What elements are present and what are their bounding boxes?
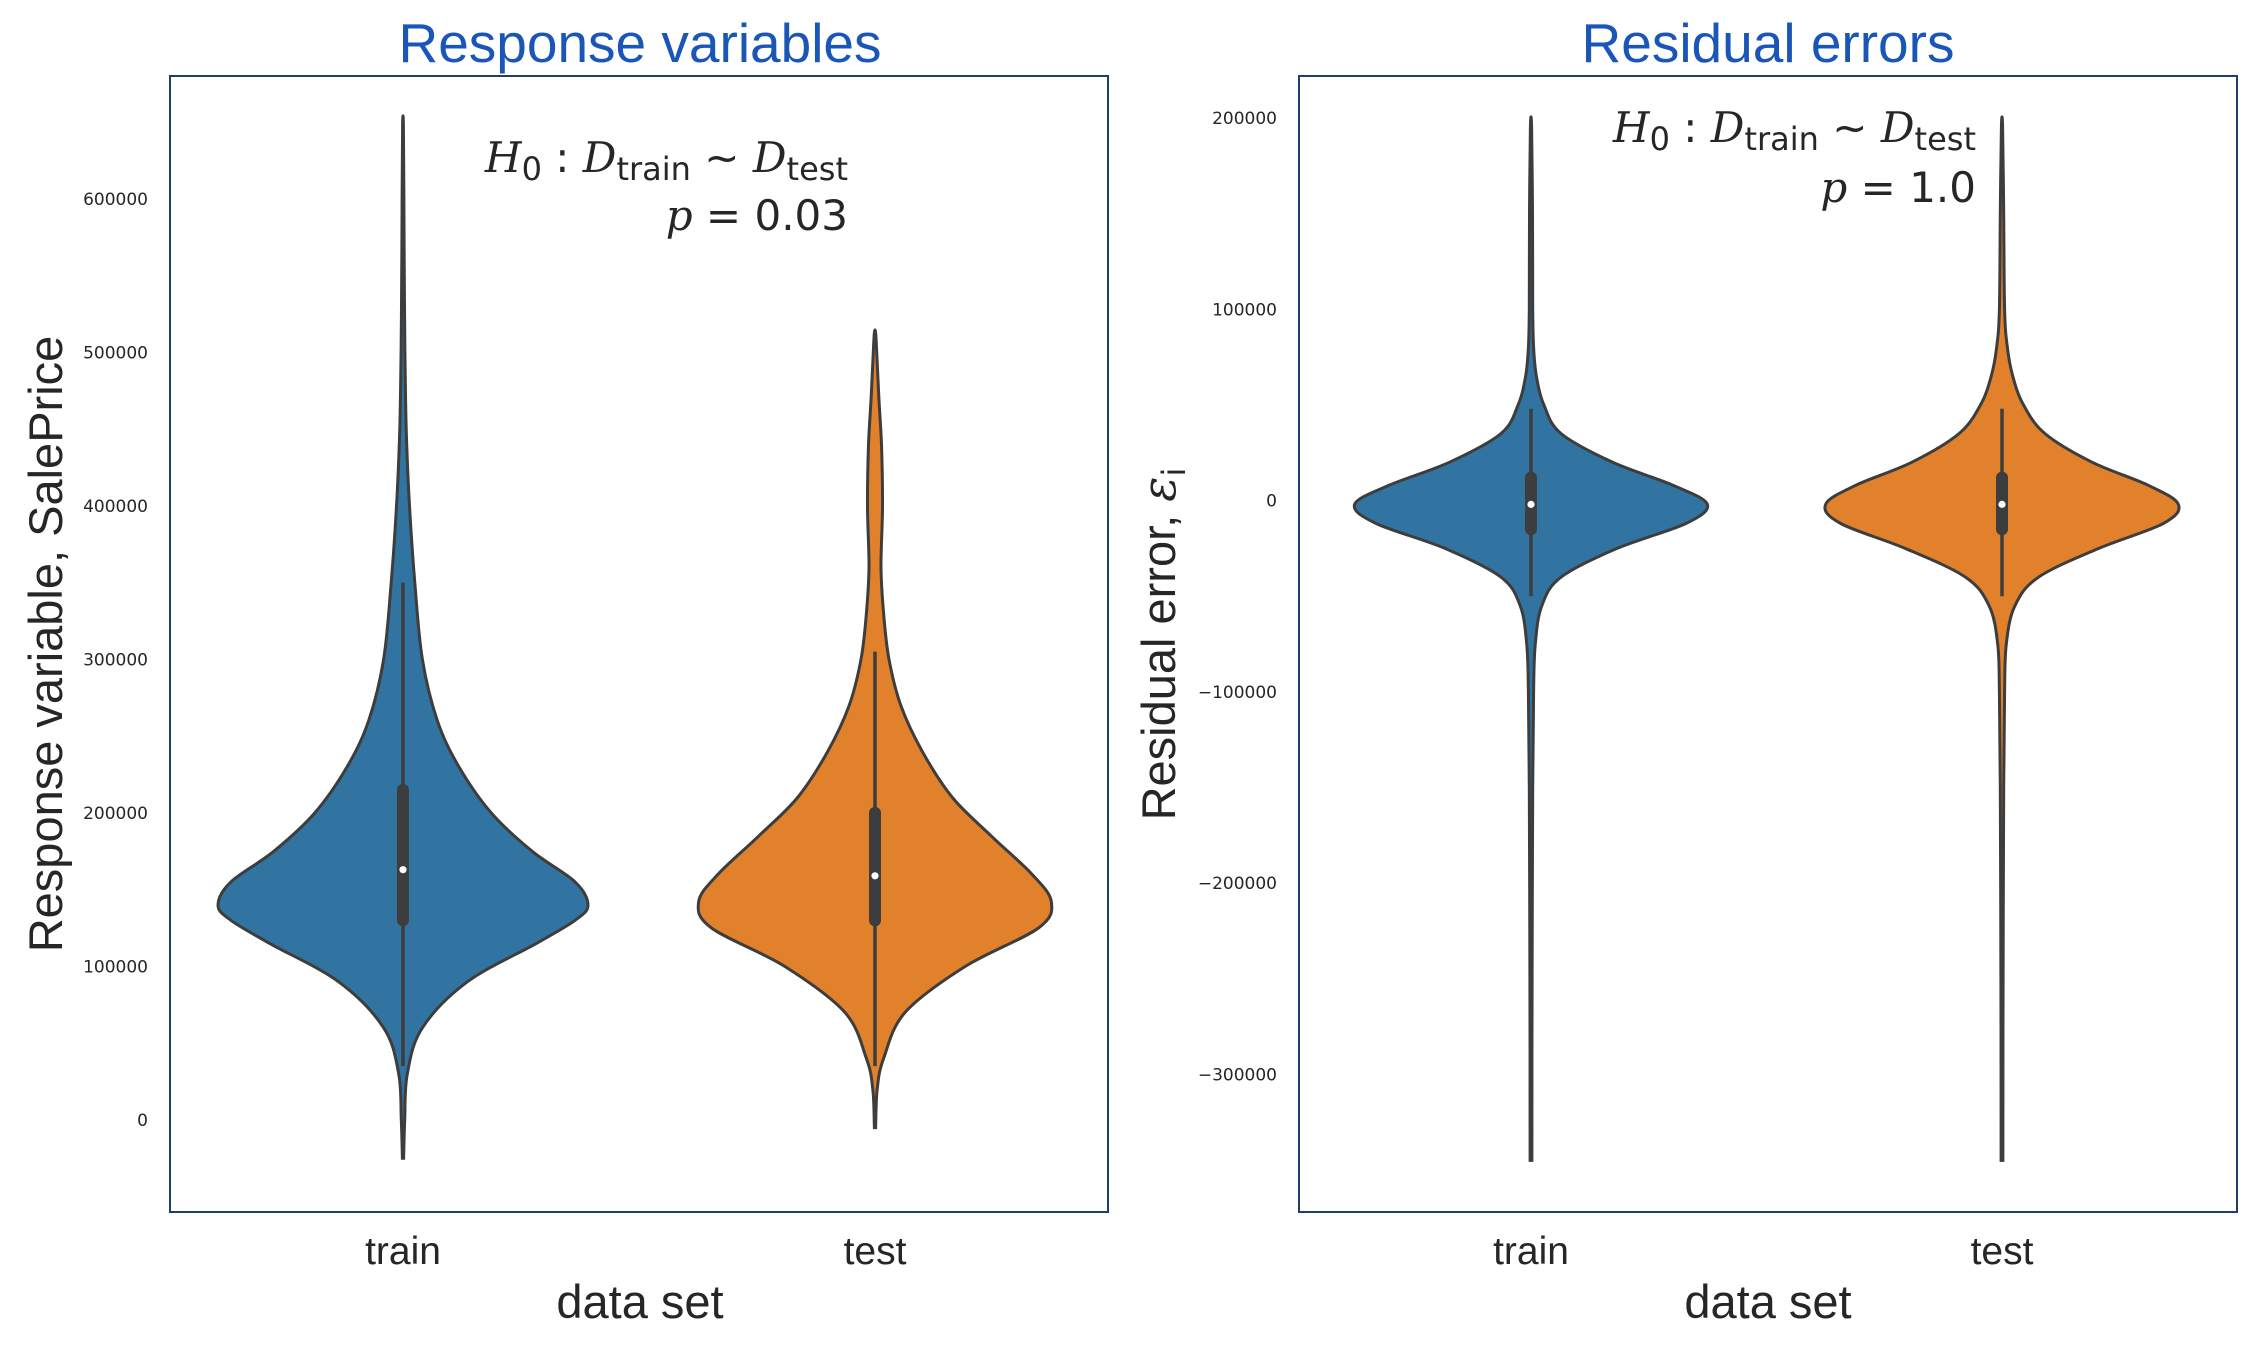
x-tick-label: test — [1971, 1230, 2034, 1273]
p-value-text: p = 1.0 — [1820, 163, 1976, 212]
train-subscript: train — [1744, 120, 1818, 158]
x-axis-label: data set — [1684, 1275, 1851, 1328]
violin-median-point — [1527, 500, 1535, 508]
p-value: 1.0 — [1909, 163, 1976, 212]
x-tick-label: train — [365, 1230, 441, 1273]
train-subscript: train — [616, 150, 690, 188]
p-value: 0.03 — [754, 191, 848, 240]
violin-group — [1352, 115, 2181, 1162]
violin-body-train — [1352, 115, 1710, 1162]
y-axis-label-text: Residual error, — [1132, 515, 1185, 821]
violin-group — [216, 114, 1054, 1160]
y-axis: −300000 −200000 −100000 0 100000 200000 — [1198, 109, 1277, 1085]
y-tick-label: 100000 — [83, 957, 148, 977]
hypothesis-text: H0 : Dtrain ~ Dtest — [484, 133, 848, 188]
x-axis: train test — [1493, 1230, 2034, 1273]
x-tick-label: train — [1493, 1230, 1569, 1273]
x-axis: train test — [365, 1230, 907, 1273]
hypothesis-text: H0 : Dtrain ~ Dtest — [1612, 103, 1976, 158]
x-tick-label: test — [844, 1230, 907, 1273]
y-tick-label: 200000 — [1212, 109, 1277, 129]
y-tick-label: 100000 — [1212, 300, 1277, 320]
test-subscript: test — [787, 150, 848, 188]
y-tick-label: −200000 — [1198, 874, 1277, 894]
h-symbol: H — [1612, 103, 1651, 152]
plot-frame — [169, 75, 1109, 1213]
y-axis-label: Residual error, εi — [1132, 468, 1193, 821]
violin-median-point — [1998, 500, 2006, 508]
y-tick-label: 400000 — [83, 497, 148, 517]
y-axis-label: Response variable, SalePrice — [19, 336, 72, 953]
h-symbol: H — [484, 133, 523, 182]
y-tick-label: 200000 — [83, 804, 148, 824]
dist-symbol: D — [1710, 103, 1745, 152]
plot-frame — [1298, 75, 2238, 1213]
x-axis-label: data set — [556, 1275, 723, 1328]
panel-residual-errors: Residual errors −300000 −200000 −100000 0 10… — [1132, 12, 2238, 1328]
test-subscript: test — [1915, 120, 1976, 158]
violin-median-point — [399, 866, 407, 874]
dist-symbol: D — [1880, 103, 1915, 152]
p-symbol: p — [1820, 163, 1847, 212]
p-value-text: p = 0.03 — [666, 191, 848, 240]
y-tick-label: 600000 — [83, 190, 148, 210]
hypothesis-annotation: H0 : Dtrain ~ Dtest p = 1.0 — [1612, 103, 1976, 212]
dist-symbol: D — [752, 133, 787, 182]
p-symbol: p — [666, 191, 693, 240]
chart-title: Response variables — [398, 12, 881, 74]
epsilon-symbol: ε — [1132, 476, 1187, 501]
violin-body-test — [1823, 115, 2181, 1162]
epsilon-subscript: i — [1155, 468, 1193, 477]
y-axis: 0 100000 200000 300000 400000 500000 600000 — [83, 190, 148, 1131]
y-tick-label: 300000 — [83, 650, 148, 670]
y-tick-label: 0 — [137, 1111, 148, 1131]
y-tick-label: −300000 — [1198, 1065, 1277, 1085]
panel-response-variables: Response variables 0 100000 200000 300000 40… — [19, 12, 1109, 1328]
y-tick-label: −100000 — [1198, 683, 1277, 703]
violin-median-point — [871, 872, 879, 880]
hypothesis-annotation: H0 : Dtrain ~ Dtest p = 0.03 — [484, 133, 848, 240]
y-tick-label: 500000 — [83, 343, 148, 363]
y-tick-label: 0 — [1266, 492, 1277, 512]
dist-symbol: D — [582, 133, 617, 182]
chart-title: Residual errors — [1582, 12, 1955, 74]
h-subscript: 0 — [522, 150, 542, 188]
h-subscript: 0 — [1650, 120, 1670, 158]
